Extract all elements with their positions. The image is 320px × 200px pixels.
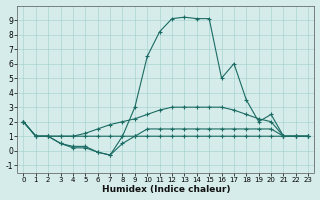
- X-axis label: Humidex (Indice chaleur): Humidex (Indice chaleur): [101, 185, 230, 194]
